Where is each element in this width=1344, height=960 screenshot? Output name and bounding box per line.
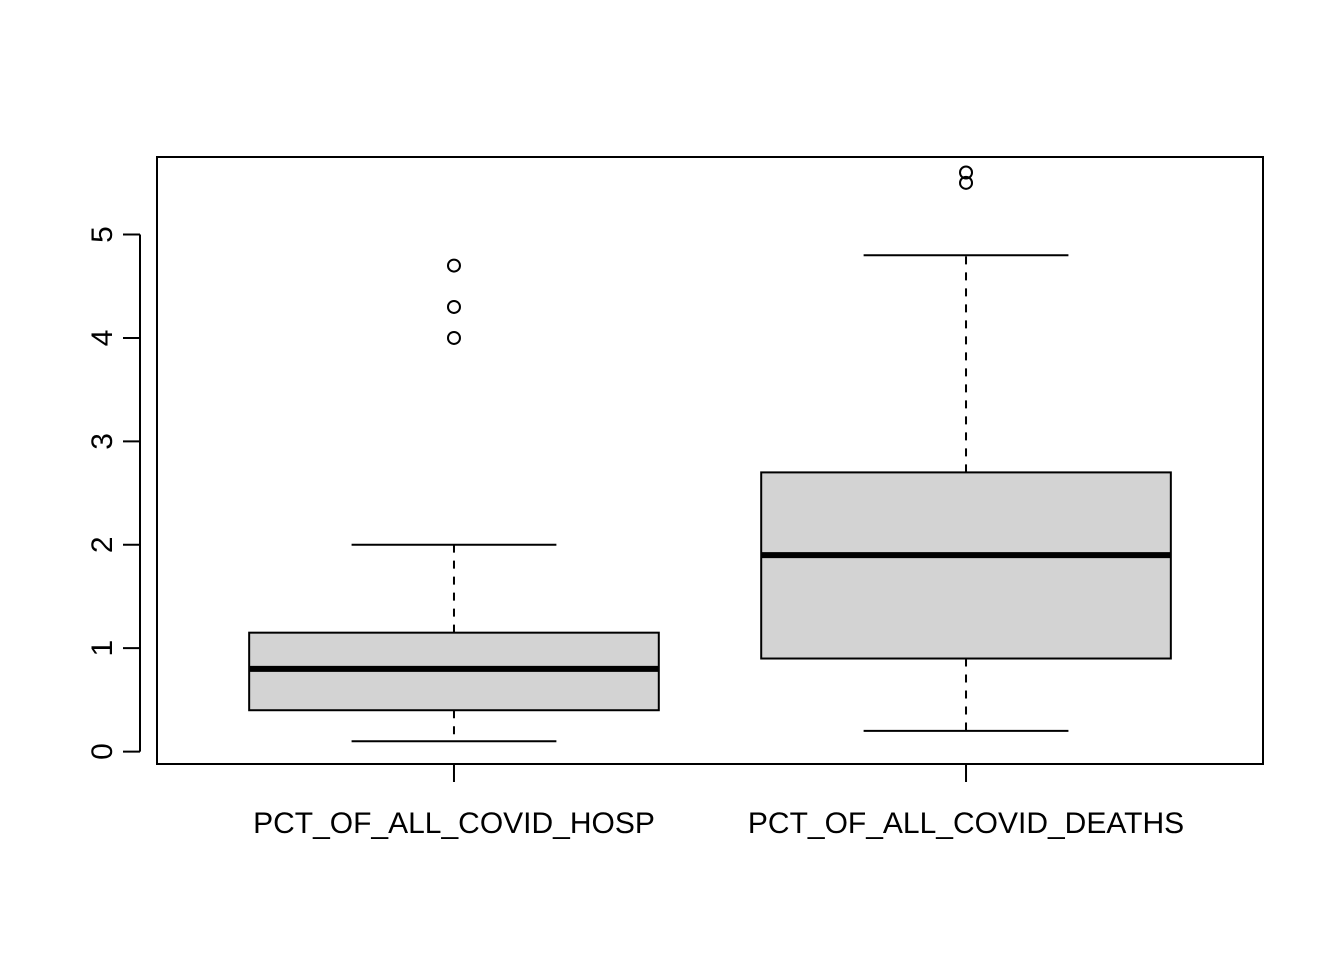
- x-axis: PCT_OF_ALL_COVID_HOSP PCT_OF_ALL_COVID_DE…: [253, 764, 1184, 840]
- y-tick-label-5: 5: [86, 226, 119, 243]
- box-1: [248, 258, 660, 743]
- boxes: [248, 165, 1172, 743]
- x-tick-label-2: PCT_OF_ALL_COVID_DEATHS: [748, 807, 1184, 840]
- outlier-point-2: [959, 165, 974, 180]
- y-tick-label-1: 1: [86, 640, 119, 657]
- outlier-point-1: [959, 175, 974, 190]
- box-2: [760, 165, 1172, 732]
- y-tick-label-3: 3: [86, 433, 119, 450]
- x-tick-label-1: PCT_OF_ALL_COVID_HOSP: [253, 807, 655, 840]
- outlier-point-2: [446, 299, 461, 314]
- y-tick-label-4: 4: [86, 330, 119, 347]
- outlier-point-1: [446, 330, 461, 345]
- plot-frame: [156, 156, 1264, 765]
- iqr-box: [760, 471, 1172, 660]
- y-tick-label-2: 2: [86, 536, 119, 553]
- y-tick-label-0: 0: [86, 743, 119, 760]
- outlier-point-3: [446, 258, 461, 273]
- y-axis: 0 1 2 3 4 5: [86, 226, 141, 760]
